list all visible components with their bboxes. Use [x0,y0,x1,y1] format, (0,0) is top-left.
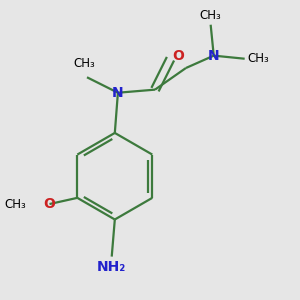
Text: N: N [208,49,220,63]
Text: CH₃: CH₃ [4,197,26,211]
Text: NH₂: NH₂ [97,260,126,274]
Text: CH₃: CH₃ [248,52,269,65]
Text: O: O [172,49,184,63]
Text: O: O [44,197,56,211]
Text: CH₃: CH₃ [73,56,95,70]
Text: N: N [112,86,124,100]
Text: CH₃: CH₃ [200,9,221,22]
